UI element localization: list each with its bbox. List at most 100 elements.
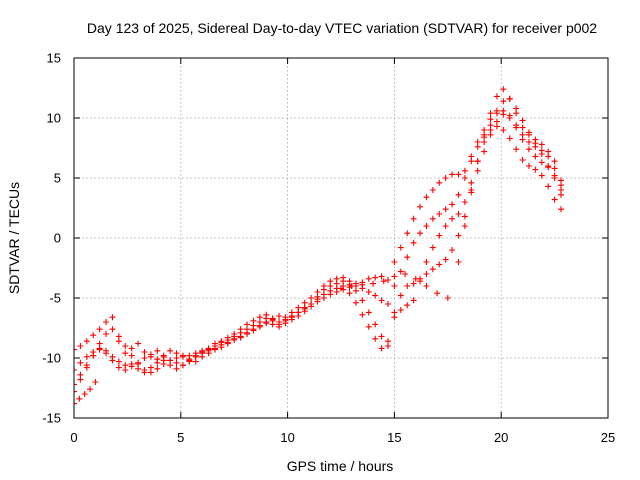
data-point bbox=[442, 175, 449, 181]
data-point bbox=[397, 292, 404, 299]
data-point bbox=[384, 338, 391, 345]
data-point bbox=[551, 165, 558, 172]
data-point bbox=[532, 166, 539, 173]
data-point bbox=[404, 230, 411, 237]
data-point bbox=[205, 346, 212, 353]
y-tick-label: 15 bbox=[47, 51, 61, 66]
data-point bbox=[115, 333, 122, 340]
series-track-1 bbox=[74, 107, 565, 363]
data-point bbox=[147, 369, 154, 376]
series-track-3 bbox=[74, 111, 565, 373]
data-point bbox=[365, 289, 372, 295]
data-point bbox=[442, 206, 449, 213]
data-point bbox=[391, 273, 398, 280]
data-point bbox=[103, 331, 110, 337]
data-point bbox=[417, 230, 424, 237]
data-point bbox=[391, 283, 398, 289]
data-point bbox=[404, 283, 411, 289]
data-point bbox=[370, 280, 377, 287]
data-points bbox=[74, 86, 565, 407]
data-point bbox=[538, 151, 545, 157]
data-point bbox=[103, 319, 110, 325]
data-point bbox=[269, 317, 276, 324]
data-point bbox=[551, 175, 558, 181]
data-point bbox=[558, 191, 565, 198]
data-point bbox=[474, 158, 481, 165]
data-point bbox=[372, 335, 379, 342]
data-point bbox=[135, 361, 142, 367]
data-point bbox=[154, 359, 161, 366]
data-point bbox=[500, 127, 507, 133]
data-point bbox=[256, 319, 263, 325]
data-point bbox=[436, 232, 443, 239]
data-point bbox=[525, 146, 532, 153]
data-point bbox=[352, 299, 359, 306]
data-point bbox=[333, 280, 340, 287]
data-point bbox=[192, 352, 199, 359]
data-point bbox=[179, 352, 186, 359]
data-point bbox=[487, 122, 494, 129]
data-point bbox=[372, 292, 379, 299]
data-point bbox=[103, 350, 110, 357]
data-point bbox=[410, 297, 417, 304]
data-point bbox=[276, 321, 283, 328]
data-point bbox=[320, 286, 327, 293]
data-point bbox=[384, 277, 391, 283]
data-point bbox=[96, 326, 103, 333]
data-point bbox=[444, 295, 451, 301]
data-point bbox=[487, 110, 494, 117]
data-point bbox=[481, 139, 488, 145]
data-point bbox=[410, 280, 417, 287]
data-point bbox=[160, 353, 167, 360]
data-point bbox=[96, 346, 103, 353]
data-point bbox=[199, 349, 206, 355]
data-point bbox=[525, 131, 532, 138]
data-point bbox=[173, 359, 180, 366]
data-point bbox=[282, 317, 289, 324]
y-tick-label: 10 bbox=[47, 111, 61, 126]
data-point bbox=[532, 153, 539, 160]
data-point bbox=[429, 215, 436, 222]
data-point bbox=[525, 163, 532, 169]
data-point bbox=[558, 206, 565, 213]
data-point bbox=[442, 256, 449, 263]
data-point bbox=[327, 283, 334, 289]
data-point bbox=[365, 309, 372, 316]
data-point bbox=[378, 297, 385, 304]
data-point bbox=[76, 395, 83, 402]
data-point bbox=[461, 167, 468, 174]
data-point bbox=[423, 223, 430, 229]
data-point bbox=[83, 353, 90, 360]
data-point bbox=[288, 314, 295, 321]
data-point bbox=[461, 223, 468, 229]
data-point bbox=[231, 333, 238, 340]
y-tick-label: -10 bbox=[42, 351, 61, 366]
data-point bbox=[141, 367, 148, 373]
data-point bbox=[481, 148, 488, 155]
data-point bbox=[378, 333, 385, 340]
data-point bbox=[455, 259, 462, 265]
data-point bbox=[538, 159, 545, 166]
data-point bbox=[545, 148, 552, 155]
data-point bbox=[74, 346, 77, 353]
x-tick-label: 20 bbox=[494, 430, 508, 445]
data-point bbox=[397, 307, 404, 313]
data-point bbox=[338, 285, 344, 292]
data-point bbox=[461, 175, 468, 181]
data-point bbox=[74, 388, 77, 395]
data-point bbox=[455, 232, 462, 239]
data-point bbox=[122, 367, 129, 373]
data-point bbox=[154, 347, 161, 354]
data-point bbox=[224, 337, 231, 343]
data-point bbox=[141, 355, 148, 361]
grid bbox=[74, 58, 608, 418]
data-point bbox=[500, 111, 507, 118]
data-point bbox=[397, 268, 404, 275]
data-point bbox=[474, 143, 481, 150]
data-point bbox=[128, 352, 135, 359]
data-point bbox=[423, 259, 430, 265]
data-point bbox=[506, 95, 513, 102]
data-point bbox=[115, 358, 122, 365]
data-point bbox=[90, 352, 97, 359]
